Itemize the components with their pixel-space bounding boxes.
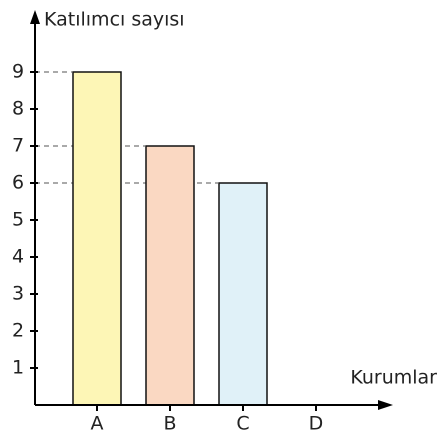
y-tick-label: 2 xyxy=(12,320,24,342)
x-tick-label: A xyxy=(91,413,104,435)
x-tick-label: C xyxy=(236,413,249,435)
x-tick-label: B xyxy=(163,413,176,435)
y-axis-arrow xyxy=(30,10,40,24)
y-tick-label: 6 xyxy=(12,172,24,194)
y-axis-label: Katılımcı sayısı xyxy=(44,9,185,31)
y-tick-label: 3 xyxy=(12,283,24,305)
y-tick-label: 1 xyxy=(12,357,24,379)
y-tick-label: 5 xyxy=(12,209,24,231)
bar xyxy=(72,71,122,406)
y-tick-label: 7 xyxy=(12,135,24,157)
x-axis-label: Kurumlar xyxy=(350,367,437,389)
x-tick-label: D xyxy=(309,413,324,435)
bar xyxy=(145,145,195,406)
bar xyxy=(218,182,268,406)
y-tick-label: 4 xyxy=(12,246,24,268)
y-tick-label: 8 xyxy=(12,98,24,120)
y-tick-label: 9 xyxy=(12,61,24,83)
x-axis-arrow xyxy=(378,400,393,410)
